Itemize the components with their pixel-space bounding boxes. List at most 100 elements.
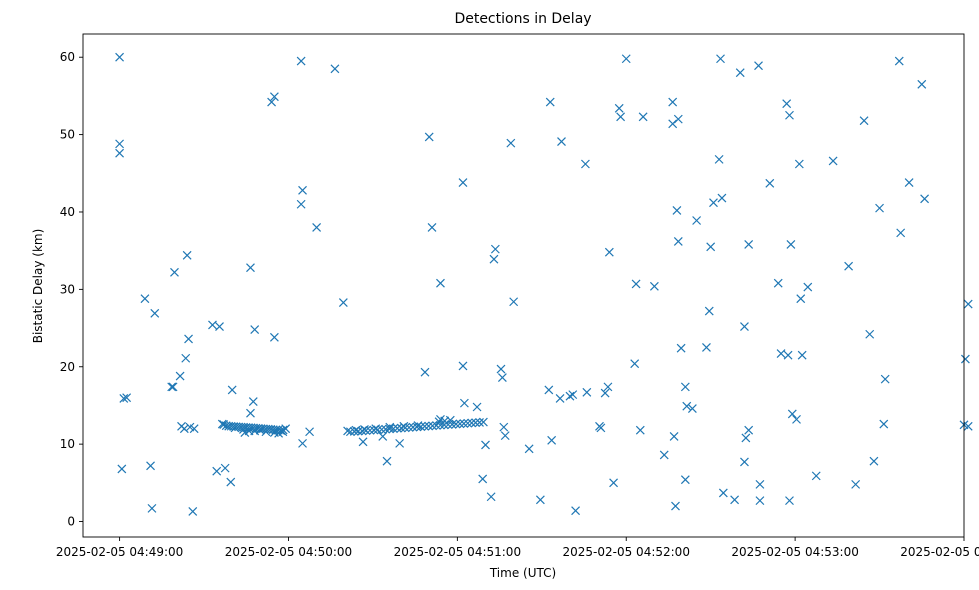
- data-point: [208, 320, 217, 330]
- data-point: [730, 495, 740, 505]
- data-point: [443, 420, 453, 430]
- data-point: [796, 294, 806, 304]
- data-point: [459, 419, 469, 428]
- data-point: [392, 423, 402, 433]
- data-points: [115, 52, 973, 516]
- x-axis: 2025-02-05 04:49:00 2025-02-05 04:50:00 20…: [56, 537, 979, 559]
- y-axis-label: Bistatic Delay (km): [31, 229, 45, 344]
- data-point: [680, 382, 690, 392]
- data-point: [880, 374, 890, 384]
- data-point: [673, 236, 683, 246]
- data-point: [395, 438, 405, 448]
- data-point: [524, 444, 534, 454]
- data-point: [424, 421, 434, 431]
- data-point: [471, 418, 481, 428]
- data-point: [920, 194, 930, 204]
- data-point: [458, 178, 468, 188]
- data-point: [432, 421, 441, 430]
- data-point: [803, 282, 813, 292]
- data-point: [267, 97, 277, 107]
- data-point: [571, 506, 580, 516]
- data-point: [894, 56, 904, 66]
- data-point: [451, 419, 461, 429]
- data-point: [630, 359, 640, 369]
- data-point: [714, 154, 724, 164]
- data-point: [447, 419, 457, 429]
- data-point: [499, 422, 509, 432]
- data-point: [917, 79, 927, 89]
- data-point: [844, 261, 854, 271]
- data-point: [250, 325, 260, 335]
- data-point: [278, 425, 288, 435]
- data-point: [478, 417, 488, 427]
- x-tick-label: 2025-02-05 04:53:00: [731, 545, 858, 559]
- data-point: [146, 461, 155, 471]
- data-point: [755, 496, 765, 506]
- data-point: [600, 388, 610, 398]
- data-point: [428, 421, 437, 431]
- data-point: [786, 240, 796, 249]
- data-point: [879, 419, 889, 429]
- y-tick-label: 20: [60, 360, 75, 374]
- data-point: [509, 297, 519, 307]
- data-point: [547, 435, 557, 445]
- data-point: [150, 308, 160, 318]
- data-point: [175, 371, 185, 381]
- data-point: [544, 385, 554, 395]
- data-point: [635, 425, 645, 435]
- y-tick-label: 30: [60, 282, 75, 296]
- data-point: [343, 426, 353, 436]
- data-point: [672, 206, 682, 215]
- data-point: [261, 427, 271, 437]
- data-point: [408, 422, 418, 432]
- data-point: [455, 419, 465, 429]
- data-point: [490, 244, 500, 254]
- data-point: [119, 394, 129, 403]
- data-point: [246, 263, 255, 273]
- data-point: [963, 299, 973, 309]
- data-point: [669, 431, 679, 441]
- data-point: [582, 387, 592, 397]
- data-point: [704, 306, 714, 316]
- data-point: [960, 354, 970, 364]
- y-axis: 0 10 20 30 40 50 60: [60, 50, 83, 529]
- data-point: [168, 382, 178, 392]
- data-point: [478, 474, 488, 484]
- data-point: [671, 501, 680, 511]
- data-point: [230, 423, 240, 433]
- data-point: [399, 421, 409, 431]
- data-point: [246, 408, 255, 418]
- y-tick-label: 0: [67, 515, 75, 529]
- data-point: [330, 64, 340, 74]
- data-point: [212, 466, 222, 476]
- data-point: [555, 394, 565, 403]
- data-point: [220, 463, 230, 473]
- data-point: [312, 223, 322, 232]
- data-point: [717, 193, 727, 203]
- data-point: [676, 343, 686, 353]
- chart-title: Detections in Delay: [454, 11, 591, 27]
- data-point: [475, 417, 484, 427]
- data-point: [741, 433, 751, 443]
- data-point: [740, 322, 749, 331]
- data-point: [227, 385, 237, 395]
- data-point: [489, 254, 499, 264]
- x-tick-label: 2025-02-05 04:49:00: [56, 545, 183, 559]
- data-point: [424, 132, 434, 142]
- data-point: [776, 349, 786, 359]
- data-point: [459, 398, 469, 408]
- data-point: [783, 350, 793, 360]
- data-point: [472, 402, 482, 412]
- y-tick-label: 50: [60, 128, 75, 142]
- y-tick-label: 10: [60, 437, 75, 451]
- data-point: [609, 478, 618, 488]
- data-point: [467, 418, 477, 428]
- data-point: [673, 114, 683, 124]
- plot-area: [82, 33, 973, 538]
- data-point: [692, 216, 702, 225]
- data-point: [353, 426, 363, 436]
- data-point: [182, 250, 192, 260]
- data-point: [792, 414, 801, 424]
- data-point: [797, 350, 807, 360]
- data-point: [385, 422, 395, 432]
